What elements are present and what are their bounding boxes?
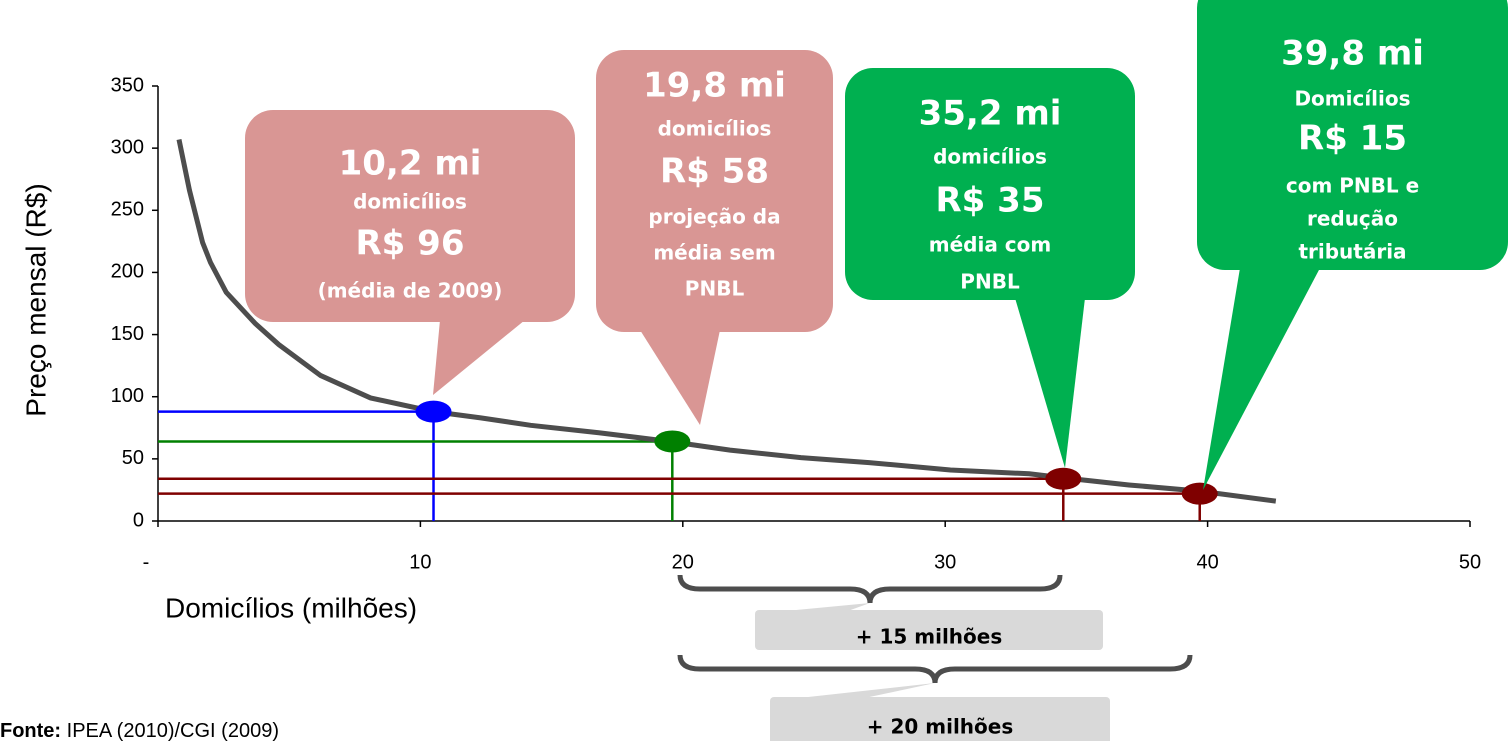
point (654, 430, 691, 453)
demand-curve (176, 138, 1277, 504)
brace (677, 654, 1193, 684)
callout: 39,8 mi Domicílios R$ 15 com PNBL e redução t… (1197, 0, 1508, 490)
x-tick-label: 10 (409, 551, 431, 573)
x-tick-label: 30 (934, 551, 956, 573)
point (1045, 467, 1082, 490)
callout-box (845, 68, 1135, 300)
callout-box (245, 110, 575, 322)
callout-text: tributária (1298, 240, 1406, 264)
callout-text: R$ 15 (1298, 119, 1407, 159)
range-label: + 15 milhões (856, 625, 1003, 649)
source: Fonte: IPEA (2010)/CGI (2009) (0, 720, 279, 741)
callout-text: com PNBL e (1286, 174, 1419, 198)
callout-text: domicílios (658, 117, 772, 141)
y-tick-label: 250 (111, 199, 144, 221)
callout-pointer (1203, 268, 1320, 490)
callout-text: projeção da (648, 205, 780, 229)
y-tick-label: 350 (111, 74, 144, 96)
callout-text: domicílios (353, 190, 467, 214)
callout-text: média sem (653, 241, 775, 265)
callout-pointer (433, 320, 525, 395)
callout-text: PNBL (685, 277, 745, 301)
range-box (755, 610, 1103, 650)
y-tick-label: 200 (111, 261, 144, 283)
point (1181, 482, 1218, 505)
callout-text: 39,8 mi (1281, 34, 1424, 74)
y-tick-label: 150 (111, 323, 144, 345)
range-pointer (775, 603, 870, 612)
x-tick-label: - (143, 551, 150, 573)
x-tick-label: 40 (1196, 551, 1218, 573)
callout: 10,2 mi domicílios R$ 96 (média de 2009) (245, 110, 575, 395)
y-tick-label: 0 (133, 509, 144, 531)
callout-text: 19,8 mi (643, 66, 786, 106)
range-box (770, 697, 1110, 741)
callout-text: 10,2 mi (339, 144, 482, 184)
y-tick-label: 300 (111, 136, 144, 158)
callout-box (596, 50, 833, 332)
y-tick-label: 50 (122, 447, 144, 469)
callout-pointer (640, 330, 720, 425)
y-tick-label: 100 (111, 385, 144, 407)
range-pointer (790, 683, 935, 699)
callout-text: (média de 2009) (318, 279, 503, 303)
x-axis-label: Domicílios (milhões) (165, 592, 417, 623)
callout-box (1197, 0, 1508, 270)
point (415, 400, 452, 423)
callout-text: PNBL (960, 270, 1020, 294)
callout-pointer (1015, 298, 1085, 468)
x-tick-label: 50 (1459, 551, 1481, 573)
callout-text: 35,2 mi (919, 94, 1062, 134)
callout-text: R$ 58 (660, 152, 769, 192)
callout-text: Domicílios (1294, 87, 1410, 111)
source-label: Fonte: (0, 720, 61, 741)
x-tick-label: 20 (672, 551, 694, 573)
callout-text: média com (929, 233, 1051, 257)
y-axis-label: Preço mensal (R$) (20, 183, 51, 416)
brace (677, 574, 1063, 604)
callout-text: R$ 35 (936, 181, 1045, 221)
callout-text: redução (1307, 207, 1398, 231)
range-label: + 20 milhões (867, 715, 1014, 739)
callout-text: domicílios (933, 145, 1047, 169)
callout: 35,2 mi domicílios R$ 35 média com PNBL (845, 68, 1135, 468)
source-text: IPEA (2010)/CGI (2009) (67, 720, 279, 741)
callout: 19,8 mi domicílios R$ 58 projeção da média s… (596, 50, 833, 425)
callout-text: R$ 96 (356, 224, 465, 264)
